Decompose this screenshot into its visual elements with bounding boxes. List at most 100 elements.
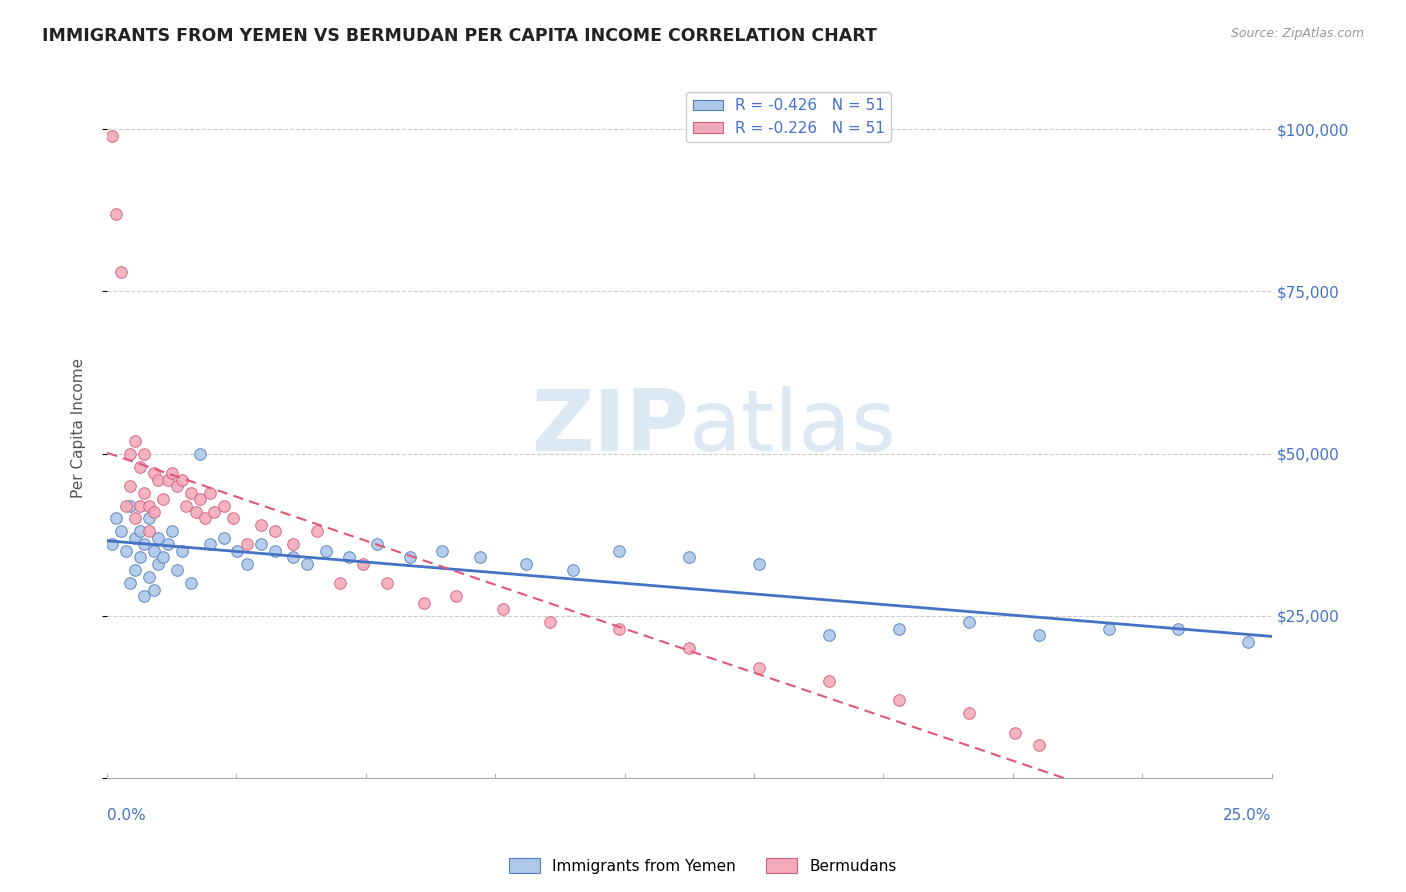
Point bbox=[678, 641, 700, 656]
Point bbox=[678, 550, 700, 565]
Point bbox=[375, 576, 398, 591]
Point bbox=[1237, 634, 1260, 648]
Point bbox=[194, 511, 217, 525]
Point bbox=[315, 544, 337, 558]
Point bbox=[128, 459, 150, 474]
Point bbox=[124, 434, 146, 448]
Point bbox=[114, 544, 136, 558]
Point bbox=[148, 531, 170, 545]
Legend: Immigrants from Yemen, Bermudans: Immigrants from Yemen, Bermudans bbox=[503, 852, 903, 880]
Point bbox=[198, 485, 221, 500]
Point bbox=[138, 499, 160, 513]
Point bbox=[236, 537, 259, 551]
Point bbox=[128, 550, 150, 565]
Point bbox=[412, 596, 434, 610]
Point bbox=[170, 473, 193, 487]
Point bbox=[134, 485, 156, 500]
Point bbox=[134, 590, 156, 604]
Point bbox=[249, 537, 271, 551]
Point bbox=[366, 537, 388, 551]
Point bbox=[329, 576, 352, 591]
Point bbox=[609, 544, 631, 558]
Point bbox=[609, 622, 631, 636]
Point bbox=[212, 499, 235, 513]
Point bbox=[162, 466, 184, 480]
Point bbox=[226, 544, 249, 558]
Point bbox=[180, 485, 202, 500]
Point bbox=[100, 128, 122, 143]
Point bbox=[337, 550, 360, 565]
Point bbox=[212, 531, 235, 545]
Point bbox=[128, 499, 150, 513]
Text: atlas: atlas bbox=[689, 386, 897, 469]
Point bbox=[305, 524, 328, 539]
Point bbox=[120, 479, 142, 493]
Point bbox=[515, 557, 537, 571]
Point bbox=[152, 550, 174, 565]
Point bbox=[124, 531, 146, 545]
Point bbox=[748, 661, 770, 675]
Point bbox=[188, 491, 211, 506]
Text: Source: ZipAtlas.com: Source: ZipAtlas.com bbox=[1230, 27, 1364, 40]
Point bbox=[148, 557, 170, 571]
Point bbox=[398, 550, 420, 565]
Point bbox=[162, 524, 184, 539]
Point bbox=[202, 505, 225, 519]
Point bbox=[263, 524, 285, 539]
Point bbox=[818, 628, 841, 642]
Point bbox=[166, 479, 188, 493]
Legend: R = -0.426   N = 51, R = -0.226   N = 51: R = -0.426 N = 51, R = -0.226 N = 51 bbox=[686, 92, 891, 142]
Point bbox=[198, 537, 221, 551]
Point bbox=[138, 524, 160, 539]
Point bbox=[468, 550, 491, 565]
Point bbox=[1097, 622, 1119, 636]
Point bbox=[120, 499, 142, 513]
Point bbox=[120, 447, 142, 461]
Point bbox=[148, 473, 170, 487]
Point bbox=[188, 447, 211, 461]
Point bbox=[138, 570, 160, 584]
Point bbox=[957, 615, 980, 630]
Point bbox=[283, 537, 305, 551]
Text: 0.0%: 0.0% bbox=[107, 808, 146, 823]
Point bbox=[156, 473, 179, 487]
Point bbox=[538, 615, 561, 630]
Point bbox=[297, 557, 319, 571]
Point bbox=[120, 576, 142, 591]
Point bbox=[170, 544, 193, 558]
Text: 25.0%: 25.0% bbox=[1223, 808, 1271, 823]
Point bbox=[1028, 628, 1050, 642]
Point bbox=[184, 505, 207, 519]
Point bbox=[105, 511, 128, 525]
Point bbox=[142, 544, 165, 558]
Point bbox=[110, 265, 132, 279]
Point bbox=[957, 706, 980, 720]
Point bbox=[142, 466, 165, 480]
Point bbox=[492, 602, 515, 616]
Point bbox=[249, 518, 271, 533]
Point bbox=[110, 524, 132, 539]
Text: IMMIGRANTS FROM YEMEN VS BERMUDAN PER CAPITA INCOME CORRELATION CHART: IMMIGRANTS FROM YEMEN VS BERMUDAN PER CA… bbox=[42, 27, 877, 45]
Point bbox=[100, 537, 122, 551]
Point bbox=[1004, 725, 1026, 739]
Point bbox=[128, 524, 150, 539]
Point bbox=[105, 207, 128, 221]
Point bbox=[887, 622, 910, 636]
Point bbox=[236, 557, 259, 571]
Point bbox=[1167, 622, 1189, 636]
Point bbox=[124, 511, 146, 525]
Point bbox=[432, 544, 454, 558]
Point bbox=[152, 491, 174, 506]
Point bbox=[180, 576, 202, 591]
Point bbox=[222, 511, 245, 525]
Point bbox=[352, 557, 374, 571]
Point bbox=[263, 544, 285, 558]
Point bbox=[142, 582, 165, 597]
Point bbox=[818, 673, 841, 688]
Point bbox=[283, 550, 305, 565]
Text: ZIP: ZIP bbox=[531, 386, 689, 469]
Point bbox=[446, 590, 468, 604]
Point bbox=[156, 537, 179, 551]
Y-axis label: Per Capita Income: Per Capita Income bbox=[72, 358, 86, 498]
Point bbox=[887, 693, 910, 707]
